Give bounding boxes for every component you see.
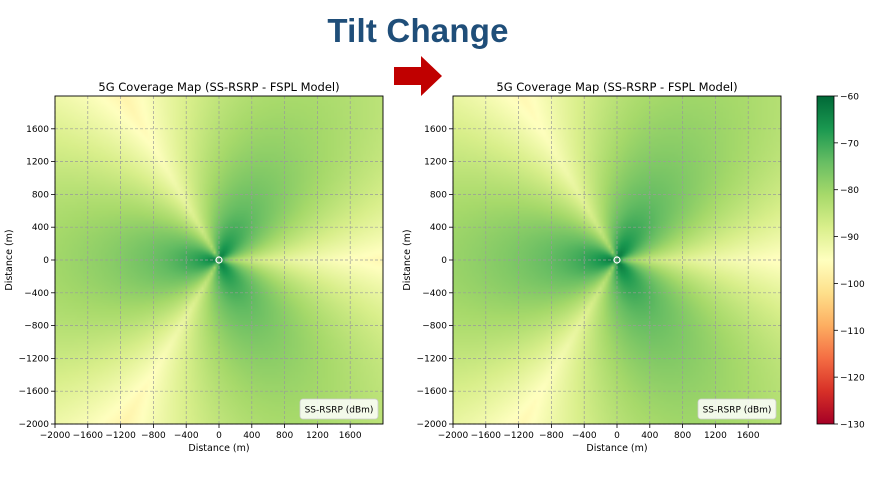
legend-label: SS-RSRP (dBm)	[703, 406, 772, 416]
y-tick-label: 1600	[26, 125, 49, 135]
x-tick-label: −800	[141, 431, 166, 441]
x-tick-label: −400	[174, 431, 199, 441]
y-tick-label: −1200	[417, 354, 448, 364]
y-tick-label: 0	[441, 256, 447, 266]
x-axis-label: Distance (m)	[188, 443, 249, 454]
colorbar-tick-label: −120	[840, 374, 865, 384]
y-tick-label: −1600	[417, 387, 448, 397]
x-tick-label: −1600	[73, 431, 104, 441]
y-axis-label: Distance (m)	[402, 229, 413, 290]
legend: SS-RSRP (dBm)	[697, 398, 777, 420]
colorbar-gradient	[816, 95, 835, 425]
x-tick-label: 1600	[737, 431, 760, 441]
x-tick-label: −2000	[438, 431, 469, 441]
colorbar-tick-label: −80	[840, 186, 859, 196]
y-tick-label: −2000	[19, 420, 50, 430]
legend-label: SS-RSRP (dBm)	[305, 406, 374, 416]
coverage-heatmap	[453, 96, 781, 424]
y-tick-label: 1200	[26, 158, 49, 168]
y-tick-label: −800	[422, 322, 447, 332]
x-tick-label: −800	[539, 431, 564, 441]
y-tick-label: 1600	[424, 125, 447, 135]
x-tick-label: 1200	[704, 431, 727, 441]
site-marker	[215, 256, 223, 264]
colorbar-tick-label: −60	[840, 93, 859, 103]
y-tick-label: −1200	[19, 354, 50, 364]
coverage-map-before: 5G Coverage Map (SS-RSRP - FSPL Model) −2…	[0, 78, 392, 462]
y-axis-label: Distance (m)	[4, 229, 15, 290]
x-tick-label: −400	[572, 431, 597, 441]
legend: SS-RSRP (dBm)	[299, 398, 379, 420]
chart-title: 5G Coverage Map (SS-RSRP - FSPL Model)	[98, 80, 339, 94]
y-tick-label: −800	[24, 322, 49, 332]
y-tick-label: 800	[430, 190, 447, 200]
x-tick-label: 400	[641, 431, 658, 441]
x-tick-label: 1600	[339, 431, 362, 441]
site-marker	[613, 256, 621, 264]
y-tick-label: 400	[32, 223, 49, 233]
x-tick-label: 800	[674, 431, 691, 441]
x-tick-label: 800	[276, 431, 293, 441]
colorbar-tick-label: −70	[840, 139, 859, 149]
y-tick-label: 1200	[424, 158, 447, 168]
x-tick-label: 0	[614, 431, 620, 441]
colorbar-tick-label: −130	[840, 421, 865, 431]
colorbar: −60 −70 −80 −90 −100 −110 −120 −130	[808, 88, 868, 437]
colorbar-tick-label: −90	[840, 233, 859, 243]
x-tick-label: 0	[216, 431, 222, 441]
y-tick-label: 0	[43, 256, 49, 266]
y-tick-label: 400	[430, 223, 447, 233]
colorbar-tick-label: −100	[840, 280, 865, 290]
x-tick-label: −2000	[40, 431, 71, 441]
page-title: Tilt Change	[327, 12, 509, 49]
y-tick-label: −400	[24, 289, 49, 299]
chart-title: 5G Coverage Map (SS-RSRP - FSPL Model)	[496, 80, 737, 94]
x-tick-label: 1200	[306, 431, 329, 441]
x-tick-label: −1200	[503, 431, 534, 441]
y-tick-label: 800	[32, 190, 49, 200]
x-axis-label: Distance (m)	[586, 443, 647, 454]
x-tick-label: −1200	[105, 431, 136, 441]
coverage-heatmap	[55, 96, 383, 424]
coverage-map-after: 5G Coverage Map (SS-RSRP - FSPL Model) −2…	[398, 78, 790, 462]
y-tick-label: −400	[422, 289, 447, 299]
right-arrow-icon	[394, 56, 442, 96]
x-tick-label: 400	[243, 431, 260, 441]
y-tick-label: −2000	[417, 420, 448, 430]
y-tick-label: −1600	[19, 387, 50, 397]
x-tick-label: −1600	[471, 431, 502, 441]
colorbar-tick-label: −110	[840, 327, 865, 337]
